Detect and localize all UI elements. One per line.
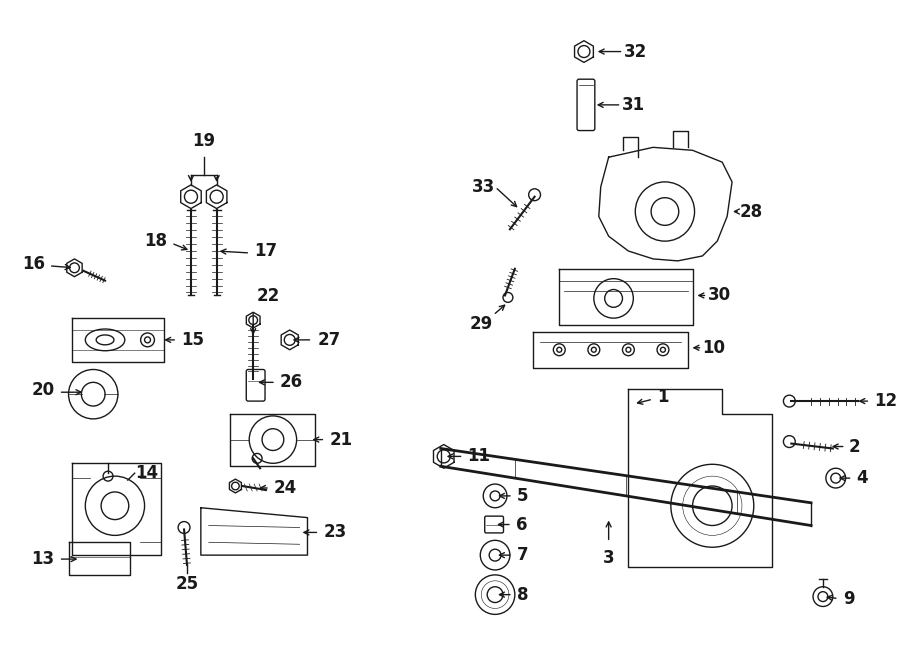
Text: 14: 14 [135,464,158,482]
Text: 24: 24 [274,479,297,497]
Text: 33: 33 [472,178,495,196]
Text: 2: 2 [849,438,860,455]
Text: 19: 19 [193,132,215,150]
Text: 23: 23 [323,524,346,541]
Text: 7: 7 [517,546,528,564]
Text: 1: 1 [657,388,669,406]
Text: 10: 10 [702,339,725,357]
Text: 16: 16 [22,255,45,273]
Text: 8: 8 [517,586,528,603]
Text: 18: 18 [144,232,167,250]
Text: 9: 9 [842,590,854,607]
Text: 30: 30 [707,286,731,305]
Text: 3: 3 [603,549,615,567]
Text: 17: 17 [254,242,277,260]
Text: 15: 15 [181,331,204,349]
Text: 26: 26 [280,373,303,391]
Text: 5: 5 [517,487,528,505]
Text: 29: 29 [470,315,493,333]
Text: 27: 27 [318,331,340,349]
Text: 21: 21 [329,430,352,449]
Text: 13: 13 [32,550,55,568]
Text: 11: 11 [467,447,491,465]
Text: 4: 4 [857,469,868,487]
Text: 6: 6 [516,516,527,533]
Text: 12: 12 [874,392,897,410]
Text: 22: 22 [256,288,279,305]
Text: 28: 28 [740,202,763,221]
Text: 31: 31 [622,96,644,114]
Text: 25: 25 [176,575,199,593]
Text: 20: 20 [32,381,55,399]
Text: 32: 32 [624,42,647,61]
